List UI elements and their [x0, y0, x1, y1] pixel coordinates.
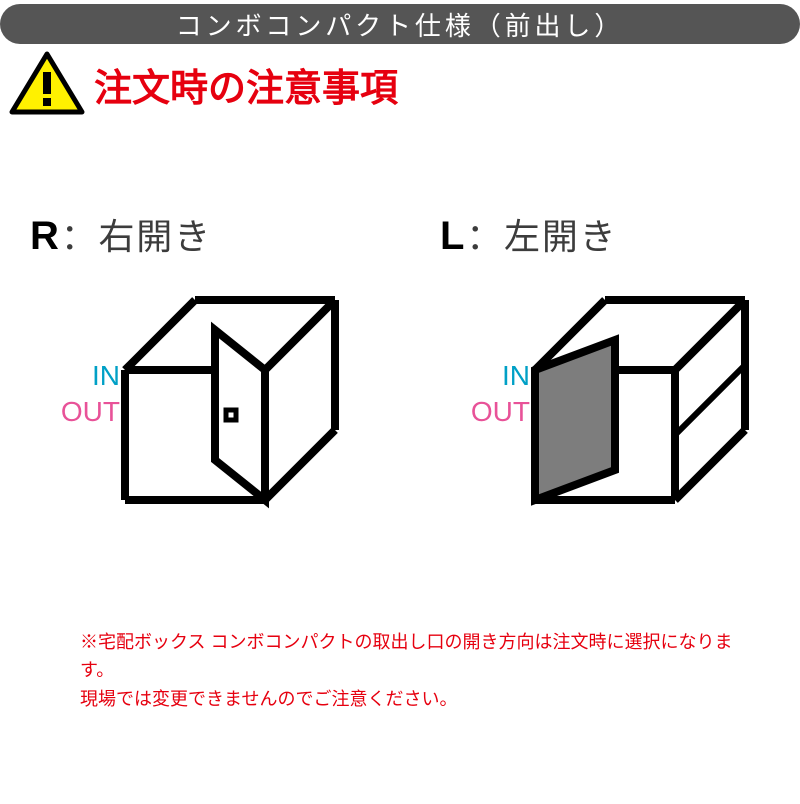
out-label-left: OUT: [440, 396, 530, 428]
diagram-left-letter: L: [440, 214, 466, 258]
diagrams-container: R：右開き IN OUT: [0, 208, 800, 550]
io-labels-left: IN OUT: [440, 360, 530, 428]
diagram-right-wrap: IN OUT: [30, 290, 360, 550]
header-bar: コンボコンパクト仕様（前出し）: [0, 4, 800, 44]
io-labels-right: IN OUT: [30, 360, 120, 428]
diagram-left-title: L：左開き: [440, 208, 770, 260]
footnote: ※宅配ボックス コンボコンパクトの取出し口の開き方向は注文時に選択になります。 …: [80, 628, 740, 714]
diagram-right-title: R：右開き: [30, 208, 360, 260]
footnote-line2: 現場では変更できませんのでご注意ください。: [80, 685, 740, 714]
diagram-left-wrap: IN OUT: [440, 290, 770, 550]
diagram-right: R：右開き IN OUT: [30, 208, 360, 550]
out-label-right: OUT: [30, 396, 120, 428]
warning-triangle-icon: [8, 50, 86, 118]
diagram-right-label: 右開き: [99, 216, 212, 257]
diagram-left: L：左開き IN OUT: [440, 208, 770, 550]
in-label-left: IN: [440, 360, 530, 392]
box-right-icon: [115, 290, 355, 530]
diagram-right-letter: R: [30, 214, 61, 258]
diagram-left-label: 左開き: [504, 216, 617, 257]
header-title: コンボコンパクト仕様（前出し）: [176, 6, 625, 43]
in-label-right: IN: [30, 360, 120, 392]
warning-text: 注文時の注意事項: [94, 57, 398, 112]
box-left-icon: [525, 290, 765, 530]
footnote-line1: ※宅配ボックス コンボコンパクトの取出し口の開き方向は注文時に選択になります。: [80, 628, 740, 686]
warning-row: 注文時の注意事項: [8, 50, 800, 118]
